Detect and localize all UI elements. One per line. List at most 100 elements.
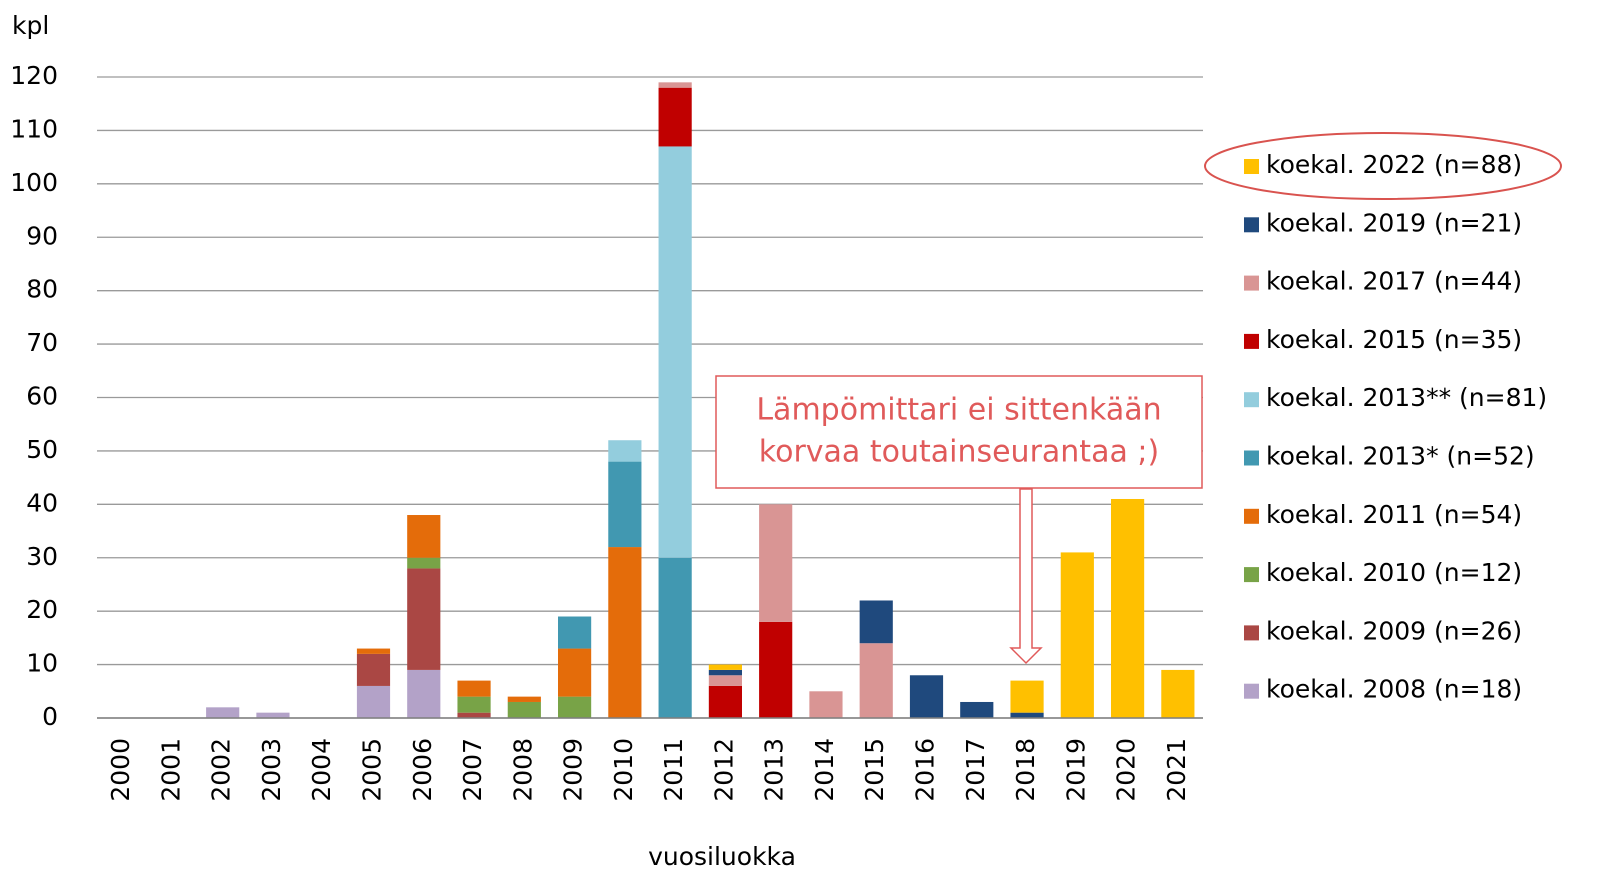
x-tick-label: 2009: [559, 738, 588, 802]
bar-segment: [507, 696, 541, 702]
bar-segment: [507, 701, 541, 718]
legend-highlight: [1204, 132, 1562, 200]
bar-segment: [407, 568, 441, 670]
x-tick-label: 2007: [458, 738, 487, 802]
x-tick-label: 2006: [408, 738, 437, 802]
x-tick-label: 2017: [961, 738, 990, 802]
bar-segment: [608, 461, 642, 548]
y-tick-label: 60: [26, 382, 58, 411]
x-tick-label: 2020: [1112, 738, 1141, 802]
bar-segment: [1111, 498, 1145, 718]
legend-swatch: [1244, 217, 1259, 233]
x-tick-label: 2001: [156, 738, 185, 802]
x-tick-label: 2000: [106, 738, 135, 802]
bar-segment: [558, 696, 592, 718]
bar-segment: [909, 675, 944, 718]
bar-segment: [457, 712, 491, 718]
bar-segment: [708, 685, 742, 718]
bar-segment: [759, 621, 793, 718]
bar-segment: [356, 653, 391, 686]
x-tick-label: 2013: [760, 738, 789, 802]
x-tick-label: 2015: [860, 738, 889, 802]
bar-segment: [1060, 552, 1094, 718]
bar-segment: [658, 146, 692, 558]
bar-segment: [356, 648, 391, 654]
y-tick-label: 100: [10, 168, 58, 197]
x-tick-label: 2008: [508, 738, 537, 802]
y-tick-label: 110: [10, 114, 58, 143]
legend-swatch: [1244, 567, 1259, 583]
legend-label: koekal. 2022 (n=88): [1266, 150, 1522, 179]
x-tick-label: 2018: [1011, 738, 1040, 802]
y-tick-label: 20: [26, 595, 58, 624]
bar-segment: [608, 547, 642, 718]
bar-segment: [708, 664, 742, 670]
y-tick-label: 30: [26, 542, 58, 571]
bar-segment: [658, 557, 692, 718]
legend-label: koekal. 2015 (n=35): [1266, 325, 1522, 354]
legend-label: koekal. 2008 (n=18): [1266, 675, 1522, 704]
bar-segment: [809, 691, 843, 718]
y-axis-label: kpl: [12, 11, 49, 40]
x-tick-label: 2012: [709, 738, 738, 802]
bar-segment: [658, 82, 692, 88]
legend-label: koekal. 2010 (n=12): [1266, 558, 1522, 587]
x-tick-label: 2011: [659, 738, 688, 802]
legend-label: koekal. 2009 (n=26): [1266, 616, 1522, 645]
bar-segment: [708, 669, 742, 676]
legend-swatch: [1244, 450, 1259, 466]
legend-label: koekal. 2013* (n=52): [1266, 442, 1535, 471]
bar-segment: [759, 504, 793, 622]
legend-label: koekal. 2017 (n=44): [1266, 267, 1522, 296]
bar-segment: [658, 87, 692, 147]
bar-segment: [457, 680, 491, 697]
y-tick-label: 10: [26, 649, 58, 678]
x-tick-label: 2014: [810, 738, 839, 802]
bar-segment: [206, 707, 240, 718]
bar-segment: [1010, 712, 1044, 718]
y-tick-label: 90: [26, 221, 58, 250]
bar-segment: [558, 648, 592, 697]
legend-swatch: [1244, 275, 1259, 291]
x-tick-label: 2019: [1061, 738, 1090, 802]
legend-label: koekal. 2019 (n=21): [1266, 208, 1522, 237]
bar-segment: [407, 669, 441, 718]
bar-segment: [960, 701, 994, 718]
x-tick-label: 2003: [257, 738, 286, 802]
legend-swatch: [1244, 683, 1259, 699]
annotation-text: korvaa toutainseurantaa ;): [759, 435, 1159, 470]
annotation-arrow: [1009, 488, 1043, 665]
y-tick-label: 50: [26, 435, 58, 464]
x-tick-label: 2004: [307, 738, 336, 802]
bar-segment: [708, 675, 742, 686]
x-tick-label: 2016: [911, 738, 940, 802]
bar-segment: [457, 696, 491, 713]
y-tick-label: 120: [10, 61, 58, 90]
legend-label: koekal. 2011 (n=54): [1266, 500, 1522, 529]
legend-label: koekal. 2013** (n=81): [1266, 383, 1547, 412]
bar-segment: [1161, 669, 1195, 718]
y-tick-label: 80: [26, 275, 58, 304]
legend-swatch: [1244, 508, 1259, 524]
bar-segment: [608, 440, 642, 462]
annotation-box: [715, 375, 1203, 489]
bar-segment: [407, 515, 441, 558]
bar-segment: [256, 712, 290, 718]
annotation-text: Lämpömittari ei sittenkään: [756, 393, 1161, 428]
bar-segment: [407, 557, 441, 569]
legend-swatch: [1244, 333, 1259, 349]
y-tick-label: 40: [26, 488, 58, 517]
legend-swatch: [1244, 625, 1259, 641]
x-axis-label: vuosiluokka: [648, 842, 796, 871]
bar-segment: [859, 600, 893, 644]
legend-swatch: [1244, 159, 1259, 174]
x-tick-label: 2010: [609, 738, 638, 802]
y-tick-label: 0: [42, 702, 58, 731]
x-tick-label: 2005: [358, 738, 387, 802]
legend-swatch: [1244, 392, 1259, 408]
bar-segment: [356, 685, 391, 718]
x-tick-label: 2002: [207, 738, 236, 802]
x-tick-label: 2021: [1162, 738, 1191, 802]
bar-segment: [558, 616, 592, 649]
